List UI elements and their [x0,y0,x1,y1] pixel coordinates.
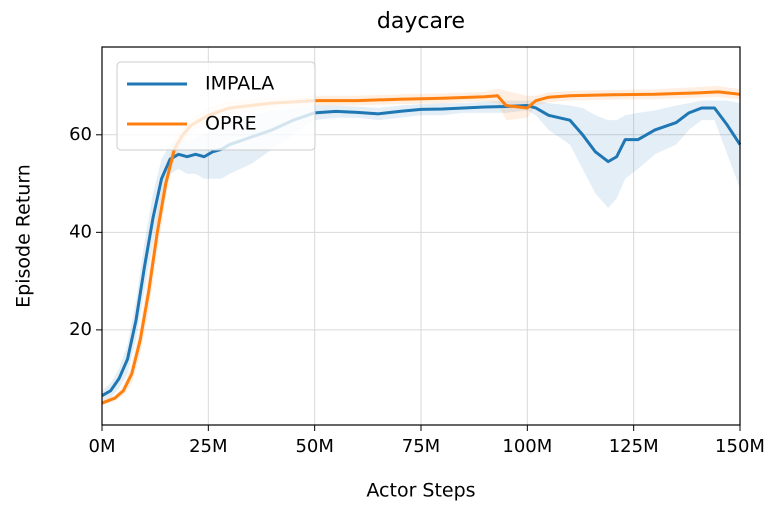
y-axis-label: Episode Return [13,164,35,308]
chart-title: daycare [377,9,465,34]
x-tick-label: 0M [89,436,116,457]
x-tick-label: 150M [715,436,765,457]
series-line [101,104,742,398]
legend-label: OPRE [205,113,257,135]
x-tick-label: 50M [295,436,333,457]
y-tick-label: 60 [69,124,92,145]
x-tick-label: 125M [609,436,659,457]
series-line [101,90,741,405]
confidence-band [102,100,740,401]
x-tick-label: 25M [189,436,227,457]
y-tick-label: 20 [69,319,92,340]
x-axis-label: Actor Steps [366,480,475,502]
plot-frame [101,46,741,426]
legend-label: IMPALA [205,73,274,95]
y-tick-label: 40 [69,221,92,242]
x-tick-label: 75M [402,436,440,457]
x-tick-label: 100M [502,436,552,457]
